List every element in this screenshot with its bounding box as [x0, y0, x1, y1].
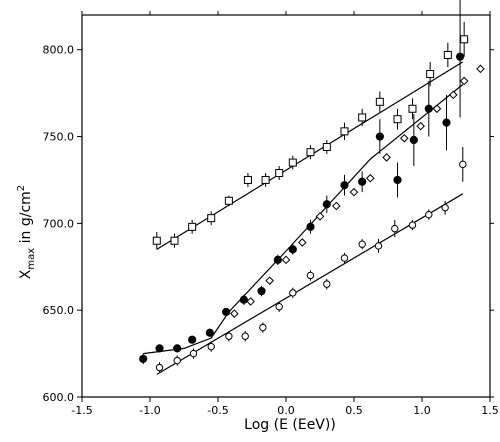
open-diamond-marker [416, 121, 425, 131]
open-diamond-marker [366, 173, 375, 183]
open-square-marker [443, 50, 452, 59]
open-circle-marker [155, 363, 164, 372]
open-circle-marker [340, 254, 349, 262]
filled-circle-marker [139, 354, 148, 363]
filled-circle-marker [375, 132, 384, 141]
filled-circle-marker [239, 295, 248, 304]
open-diamond-marker [246, 297, 255, 306]
filled-circle-marker [340, 181, 349, 190]
data-marks [139, 0, 485, 373]
x-tick-label: -1.5 [71, 404, 92, 417]
filled-circle-marker [205, 328, 214, 337]
y-tick-label: 800.0 [43, 44, 75, 57]
y-axis-label: Xmax in g/cm2 [16, 185, 37, 279]
svg-text:Xmax in g/cm2: Xmax in g/cm2 [16, 185, 37, 279]
open-square-marker [207, 214, 216, 223]
open-circle-marker [189, 349, 198, 358]
y-axis-label-main: X [18, 269, 34, 279]
open-circle-marker [391, 224, 399, 233]
open-square-marker [306, 148, 315, 157]
open-diamond-marker [382, 153, 391, 162]
open-diamond-marker [265, 276, 274, 285]
open-circle-marker [207, 342, 215, 351]
filled-circle-marker [188, 335, 197, 344]
open-circle-marker [459, 160, 467, 169]
open-circle-marker [289, 289, 297, 297]
filled-circle-marker [173, 344, 182, 353]
open-circle-marker [306, 271, 315, 280]
axis-ticks: -1.5 -1.0 -0.5 0.0 0.5 1.0 1.5 600.0 650.0 700.0 7… [43, 11, 499, 417]
open-diamond-marker [400, 133, 409, 143]
open-square-marker [170, 236, 179, 245]
y-tick-label: 700.0 [43, 217, 75, 230]
open-circle-marker [173, 356, 181, 365]
open-square-marker [322, 142, 331, 151]
open-square-marker [243, 175, 252, 184]
y-axis-label-subscript: max [26, 248, 37, 270]
open-circle-marker [358, 240, 366, 248]
filled-circle-marker [393, 175, 402, 185]
filled-circle-marker [442, 118, 451, 127]
fit-line [143, 84, 464, 355]
open-diamond-marker [448, 90, 458, 100]
filled-circle-marker [424, 104, 433, 113]
filled-circle-marker [273, 255, 282, 264]
y-tick-label: 650.0 [43, 304, 75, 317]
x-tick-label: -0.5 [207, 404, 228, 417]
x-tick-label: 1.5 [481, 404, 499, 417]
open-circle-marker [259, 323, 267, 332]
x-tick-label: 0.5 [345, 404, 363, 417]
x-tick-label: 1.0 [413, 404, 431, 417]
filled-circle-marker [257, 286, 266, 296]
open-diamond-marker [298, 238, 307, 247]
open-circle-marker [408, 221, 417, 229]
open-square-marker [393, 115, 402, 124]
y-axis-label-superscript: 2 [16, 185, 27, 191]
filled-circle-marker [288, 245, 297, 254]
open-diamond-marker [281, 255, 291, 265]
open-diamond-marker [315, 212, 325, 221]
x-axis-label: Log (E (EeV)) [244, 417, 336, 433]
open-diamond-marker [230, 309, 239, 318]
open-circle-marker [225, 332, 233, 340]
x-tick-label: -1.0 [139, 404, 160, 417]
open-circle-marker [374, 242, 383, 250]
y-tick-label: 600.0 [43, 391, 75, 404]
filled-circle-marker [322, 200, 331, 209]
filled-circle-marker [306, 222, 315, 231]
open-square-marker [152, 236, 161, 245]
open-square-marker [340, 127, 349, 136]
filled-circle-marker [155, 344, 164, 353]
open-circle-marker [441, 204, 449, 212]
open-diamond-marker [332, 201, 341, 211]
y-tick-label: 750.0 [43, 131, 75, 144]
open-diamond-marker [432, 104, 442, 114]
open-square-marker [188, 222, 197, 231]
open-square-marker [224, 196, 233, 205]
open-circle-marker [241, 332, 249, 340]
x-tick-label: 0.0 [277, 404, 295, 417]
open-square-marker [426, 70, 435, 79]
open-diamond-marker [476, 64, 485, 74]
open-square-marker [408, 104, 417, 113]
filled-circle-marker [455, 52, 465, 61]
open-circle-marker [275, 303, 283, 311]
y-axis-label-tail: in g/cm [18, 191, 34, 248]
open-square-marker [375, 97, 384, 106]
open-diamond-marker [459, 76, 469, 86]
filled-circle-marker [222, 307, 231, 317]
open-square-marker [460, 35, 469, 44]
open-square-marker [275, 169, 284, 178]
filled-circle-marker [409, 135, 418, 145]
open-circle-marker [425, 210, 433, 219]
open-square-marker [358, 113, 367, 122]
open-diamond-marker [349, 187, 359, 197]
open-square-marker [261, 175, 270, 184]
open-square-marker [288, 158, 297, 167]
open-circle-marker [323, 280, 331, 288]
filled-circle-marker [358, 177, 367, 186]
